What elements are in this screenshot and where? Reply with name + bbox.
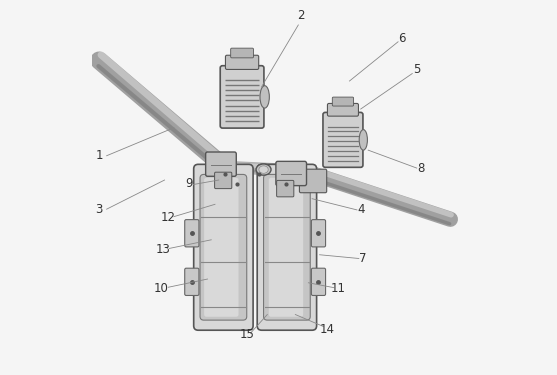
- Text: 4: 4: [357, 203, 364, 216]
- Text: 9: 9: [185, 177, 193, 190]
- FancyBboxPatch shape: [204, 178, 238, 317]
- Text: 3: 3: [95, 203, 103, 216]
- FancyBboxPatch shape: [300, 169, 327, 193]
- FancyBboxPatch shape: [311, 268, 326, 296]
- FancyBboxPatch shape: [276, 161, 306, 186]
- FancyBboxPatch shape: [200, 174, 247, 320]
- FancyBboxPatch shape: [257, 164, 316, 330]
- Text: 14: 14: [320, 323, 335, 336]
- Text: 1: 1: [95, 149, 103, 162]
- Text: 10: 10: [153, 282, 168, 295]
- FancyBboxPatch shape: [185, 268, 199, 296]
- FancyBboxPatch shape: [206, 152, 236, 176]
- Text: 12: 12: [161, 211, 176, 224]
- FancyBboxPatch shape: [185, 220, 199, 247]
- FancyBboxPatch shape: [214, 172, 232, 189]
- FancyBboxPatch shape: [277, 180, 294, 197]
- Text: 5: 5: [413, 63, 421, 76]
- Text: 11: 11: [331, 282, 346, 295]
- FancyBboxPatch shape: [194, 164, 253, 330]
- FancyBboxPatch shape: [220, 66, 264, 128]
- Text: 13: 13: [155, 243, 170, 256]
- Ellipse shape: [256, 164, 271, 175]
- Text: 2: 2: [297, 9, 305, 22]
- Text: 6: 6: [398, 32, 405, 45]
- Ellipse shape: [359, 130, 368, 150]
- Text: 15: 15: [240, 328, 254, 341]
- FancyBboxPatch shape: [328, 104, 359, 116]
- Text: 8: 8: [417, 162, 424, 176]
- FancyBboxPatch shape: [333, 97, 354, 106]
- Text: 7: 7: [359, 252, 367, 265]
- Ellipse shape: [259, 166, 268, 173]
- FancyBboxPatch shape: [269, 178, 303, 317]
- FancyBboxPatch shape: [323, 112, 363, 167]
- FancyBboxPatch shape: [231, 48, 253, 58]
- Ellipse shape: [260, 86, 270, 108]
- FancyBboxPatch shape: [263, 174, 310, 320]
- FancyBboxPatch shape: [226, 55, 258, 69]
- FancyBboxPatch shape: [311, 220, 326, 247]
